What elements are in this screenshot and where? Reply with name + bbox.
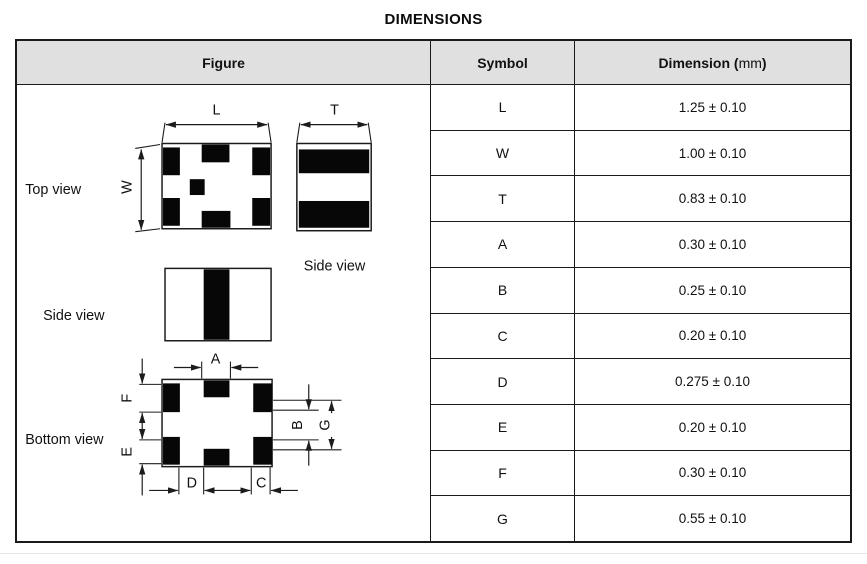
- dimension-B-G: B G: [273, 384, 342, 466]
- dimension-cell: 0.20 ± 0.10: [678, 419, 747, 435]
- table-row: T 0.83 ± 0.10: [431, 176, 850, 223]
- dimension-A: A: [173, 352, 259, 379]
- column-header-figure: Figure: [17, 41, 431, 84]
- table-row: B 0.25 ± 0.10: [431, 267, 850, 314]
- dimension-cell: 1.25 ± 0.10: [678, 99, 747, 115]
- symbol-cell: F: [431, 450, 575, 496]
- symbol-cell: B: [431, 267, 575, 313]
- dimension-header-unit: mm: [738, 54, 762, 71]
- table-header-row: Figure Symbol Dimension (mm): [17, 41, 850, 85]
- bottom-view-label: Bottom view: [25, 432, 104, 448]
- column-header-symbol: Symbol: [431, 41, 575, 84]
- symbol-cell: C: [431, 313, 575, 359]
- symbol-cell: W: [431, 130, 575, 176]
- dimension-cell: 1.00 ± 0.10: [678, 145, 747, 161]
- side-view-left-drawing: [164, 267, 272, 342]
- top-view-label: Top view: [25, 182, 81, 198]
- dimension-D-C: D C: [149, 467, 298, 495]
- table-row: D 0.275 ± 0.10: [431, 359, 850, 405]
- bottom-view-drawing: A F E: [119, 352, 342, 496]
- package-dimension-drawing: L W: [25, 103, 372, 496]
- page-title: DIMENSIONS: [384, 11, 483, 28]
- dim-label-W: W: [119, 180, 135, 194]
- side-view-right-drawing: T: [296, 103, 372, 232]
- dimension-F-E: F E: [119, 358, 162, 496]
- dimension-header-text: Dimension (: [658, 54, 739, 71]
- dimension-cell: 0.20 ± 0.10: [678, 328, 747, 344]
- dimension-cell: 0.83 ± 0.10: [678, 191, 747, 207]
- dim-label-T: T: [330, 103, 339, 119]
- dim-label-F: F: [119, 394, 135, 403]
- symbol-cell: E: [431, 404, 575, 450]
- symbol-cell: T: [431, 176, 575, 222]
- dimension-cell: 0.55 ± 0.10: [678, 511, 747, 527]
- dimensions-table: Figure Symbol Dimension (mm): [15, 39, 852, 543]
- column-header-dimension: Dimension (mm): [575, 41, 850, 84]
- dim-label-A: A: [211, 352, 221, 368]
- dim-label-B: B: [290, 420, 306, 430]
- dim-label-D: D: [187, 475, 197, 491]
- dimension-cell: 0.25 ± 0.10: [678, 282, 747, 298]
- symbol-cell: D: [431, 359, 575, 404]
- table-row: E 0.20 ± 0.10: [431, 404, 850, 451]
- side-view-right-label: Side view: [304, 258, 366, 274]
- dim-label-E: E: [119, 447, 135, 457]
- table-row: G 0.55 ± 0.10: [431, 496, 850, 542]
- dimension-header-suffix: ): [761, 54, 767, 71]
- dim-label-L: L: [213, 103, 221, 119]
- figure-cell: L W: [17, 85, 431, 541]
- symbol-dimension-rows: L 1.25 ± 0.10 W 1.00 ± 0.10 T 0.83 ± 0.1…: [431, 85, 850, 542]
- table-row: C 0.20 ± 0.10: [431, 313, 850, 360]
- table-body: L W: [17, 85, 850, 542]
- table-row: F 0.30 ± 0.10: [431, 450, 850, 497]
- dimension-cell: 0.30 ± 0.10: [678, 465, 747, 481]
- symbol-cell: A: [431, 222, 575, 267]
- dimension-W: W: [119, 143, 161, 233]
- table-row: A 0.30 ± 0.10: [431, 222, 850, 268]
- page-edge-line: [0, 553, 867, 554]
- dim-label-G: G: [318, 419, 334, 430]
- dimension-cell: 0.275 ± 0.10: [675, 374, 750, 390]
- dimension-L: L: [161, 103, 272, 143]
- dimension-T: T: [296, 103, 372, 143]
- table-row: W 1.00 ± 0.10: [431, 130, 850, 177]
- side-view-left-label: Side view: [43, 308, 105, 324]
- symbol-cell: L: [431, 85, 575, 130]
- dim-label-C: C: [256, 475, 266, 491]
- top-view-drawing: L W: [119, 103, 272, 233]
- symbol-cell: G: [431, 496, 575, 542]
- table-row: L 1.25 ± 0.10: [431, 85, 850, 131]
- dimension-cell: 0.30 ± 0.10: [678, 236, 747, 252]
